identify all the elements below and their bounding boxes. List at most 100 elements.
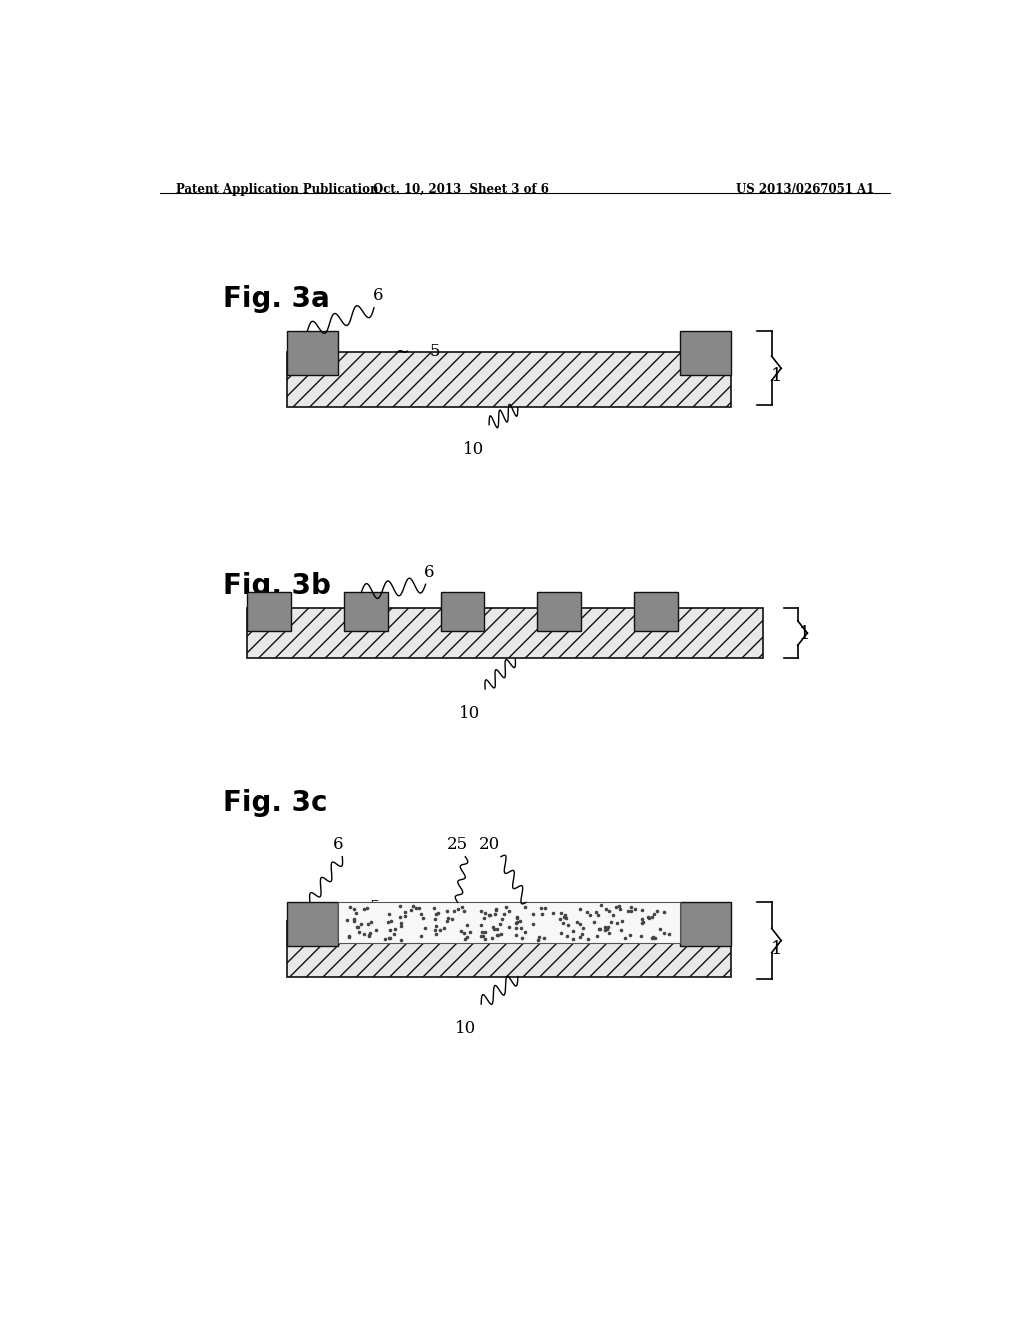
Point: [391, 907, 408, 928]
Point: [597, 899, 613, 920]
Point: [641, 907, 657, 928]
Text: ~: ~: [394, 342, 409, 360]
Point: [612, 899, 629, 920]
Point: [349, 916, 366, 937]
Point: [477, 928, 494, 949]
Point: [610, 895, 627, 916]
Point: [508, 924, 524, 945]
Point: [614, 911, 631, 932]
Text: Fig. 3b: Fig. 3b: [223, 572, 331, 601]
Point: [484, 928, 501, 949]
Point: [430, 903, 446, 924]
Point: [349, 916, 366, 937]
Text: 10: 10: [459, 705, 480, 722]
Point: [438, 900, 455, 921]
Point: [477, 902, 494, 923]
Point: [361, 925, 378, 946]
Point: [600, 916, 616, 937]
Point: [345, 899, 361, 920]
Point: [426, 920, 442, 941]
Point: [588, 902, 604, 923]
Point: [428, 904, 444, 925]
Point: [620, 900, 636, 921]
Point: [607, 896, 624, 917]
Point: [525, 913, 542, 935]
Point: [459, 927, 475, 948]
Point: [492, 913, 508, 935]
Point: [351, 921, 368, 942]
Point: [623, 896, 639, 917]
Point: [583, 904, 599, 925]
Point: [396, 906, 413, 927]
Point: [361, 923, 378, 944]
Point: [516, 896, 532, 917]
Point: [571, 899, 588, 920]
Point: [511, 911, 527, 932]
Text: 5: 5: [430, 343, 440, 360]
Point: [580, 928, 596, 949]
Point: [428, 923, 444, 944]
Point: [514, 928, 530, 949]
Point: [557, 904, 573, 925]
Point: [656, 923, 673, 944]
Point: [494, 909, 510, 931]
Bar: [287, 351, 731, 408]
Point: [404, 896, 421, 917]
Point: [536, 928, 552, 949]
Point: [393, 912, 410, 933]
Point: [408, 898, 424, 919]
Text: 20: 20: [478, 836, 500, 853]
Point: [459, 915, 475, 936]
Point: [558, 907, 574, 928]
Point: [496, 903, 512, 924]
Text: Patent Application Publication: Patent Application Publication: [176, 182, 378, 195]
Bar: [287, 921, 731, 977]
Point: [501, 916, 517, 937]
Point: [605, 904, 622, 925]
Point: [634, 899, 650, 920]
Point: [534, 898, 550, 919]
Point: [569, 912, 586, 933]
Point: [509, 911, 525, 932]
Point: [592, 919, 608, 940]
Point: [360, 925, 377, 946]
Bar: [344, 593, 387, 631]
Point: [608, 912, 625, 933]
Point: [560, 915, 577, 936]
Point: [358, 898, 375, 919]
Point: [456, 900, 472, 921]
Bar: [538, 593, 582, 631]
Point: [472, 913, 488, 935]
Point: [480, 904, 497, 925]
Point: [355, 899, 372, 920]
Bar: [287, 331, 338, 375]
Text: Oct. 10, 2013  Sheet 3 of 6: Oct. 10, 2013 Sheet 3 of 6: [374, 182, 549, 195]
Point: [417, 917, 433, 939]
Bar: [287, 903, 338, 946]
Text: 6: 6: [333, 836, 344, 853]
Point: [554, 912, 570, 933]
Point: [339, 909, 355, 931]
Point: [481, 904, 498, 925]
Point: [438, 911, 455, 932]
Text: 25: 25: [446, 836, 468, 853]
Point: [340, 927, 356, 948]
Point: [633, 925, 649, 946]
Point: [393, 916, 410, 937]
Text: 1: 1: [771, 367, 782, 385]
Text: US 2013/0267051 A1: US 2013/0267051 A1: [735, 182, 873, 195]
Point: [530, 927, 547, 948]
Point: [640, 907, 656, 928]
Point: [368, 920, 384, 941]
Point: [488, 919, 505, 940]
Point: [427, 908, 443, 929]
Point: [440, 907, 457, 928]
Point: [462, 921, 478, 942]
Point: [383, 909, 399, 931]
Point: [487, 904, 504, 925]
Point: [634, 908, 650, 929]
Point: [425, 898, 441, 919]
Point: [662, 924, 678, 945]
Point: [652, 919, 669, 940]
Point: [545, 903, 561, 924]
